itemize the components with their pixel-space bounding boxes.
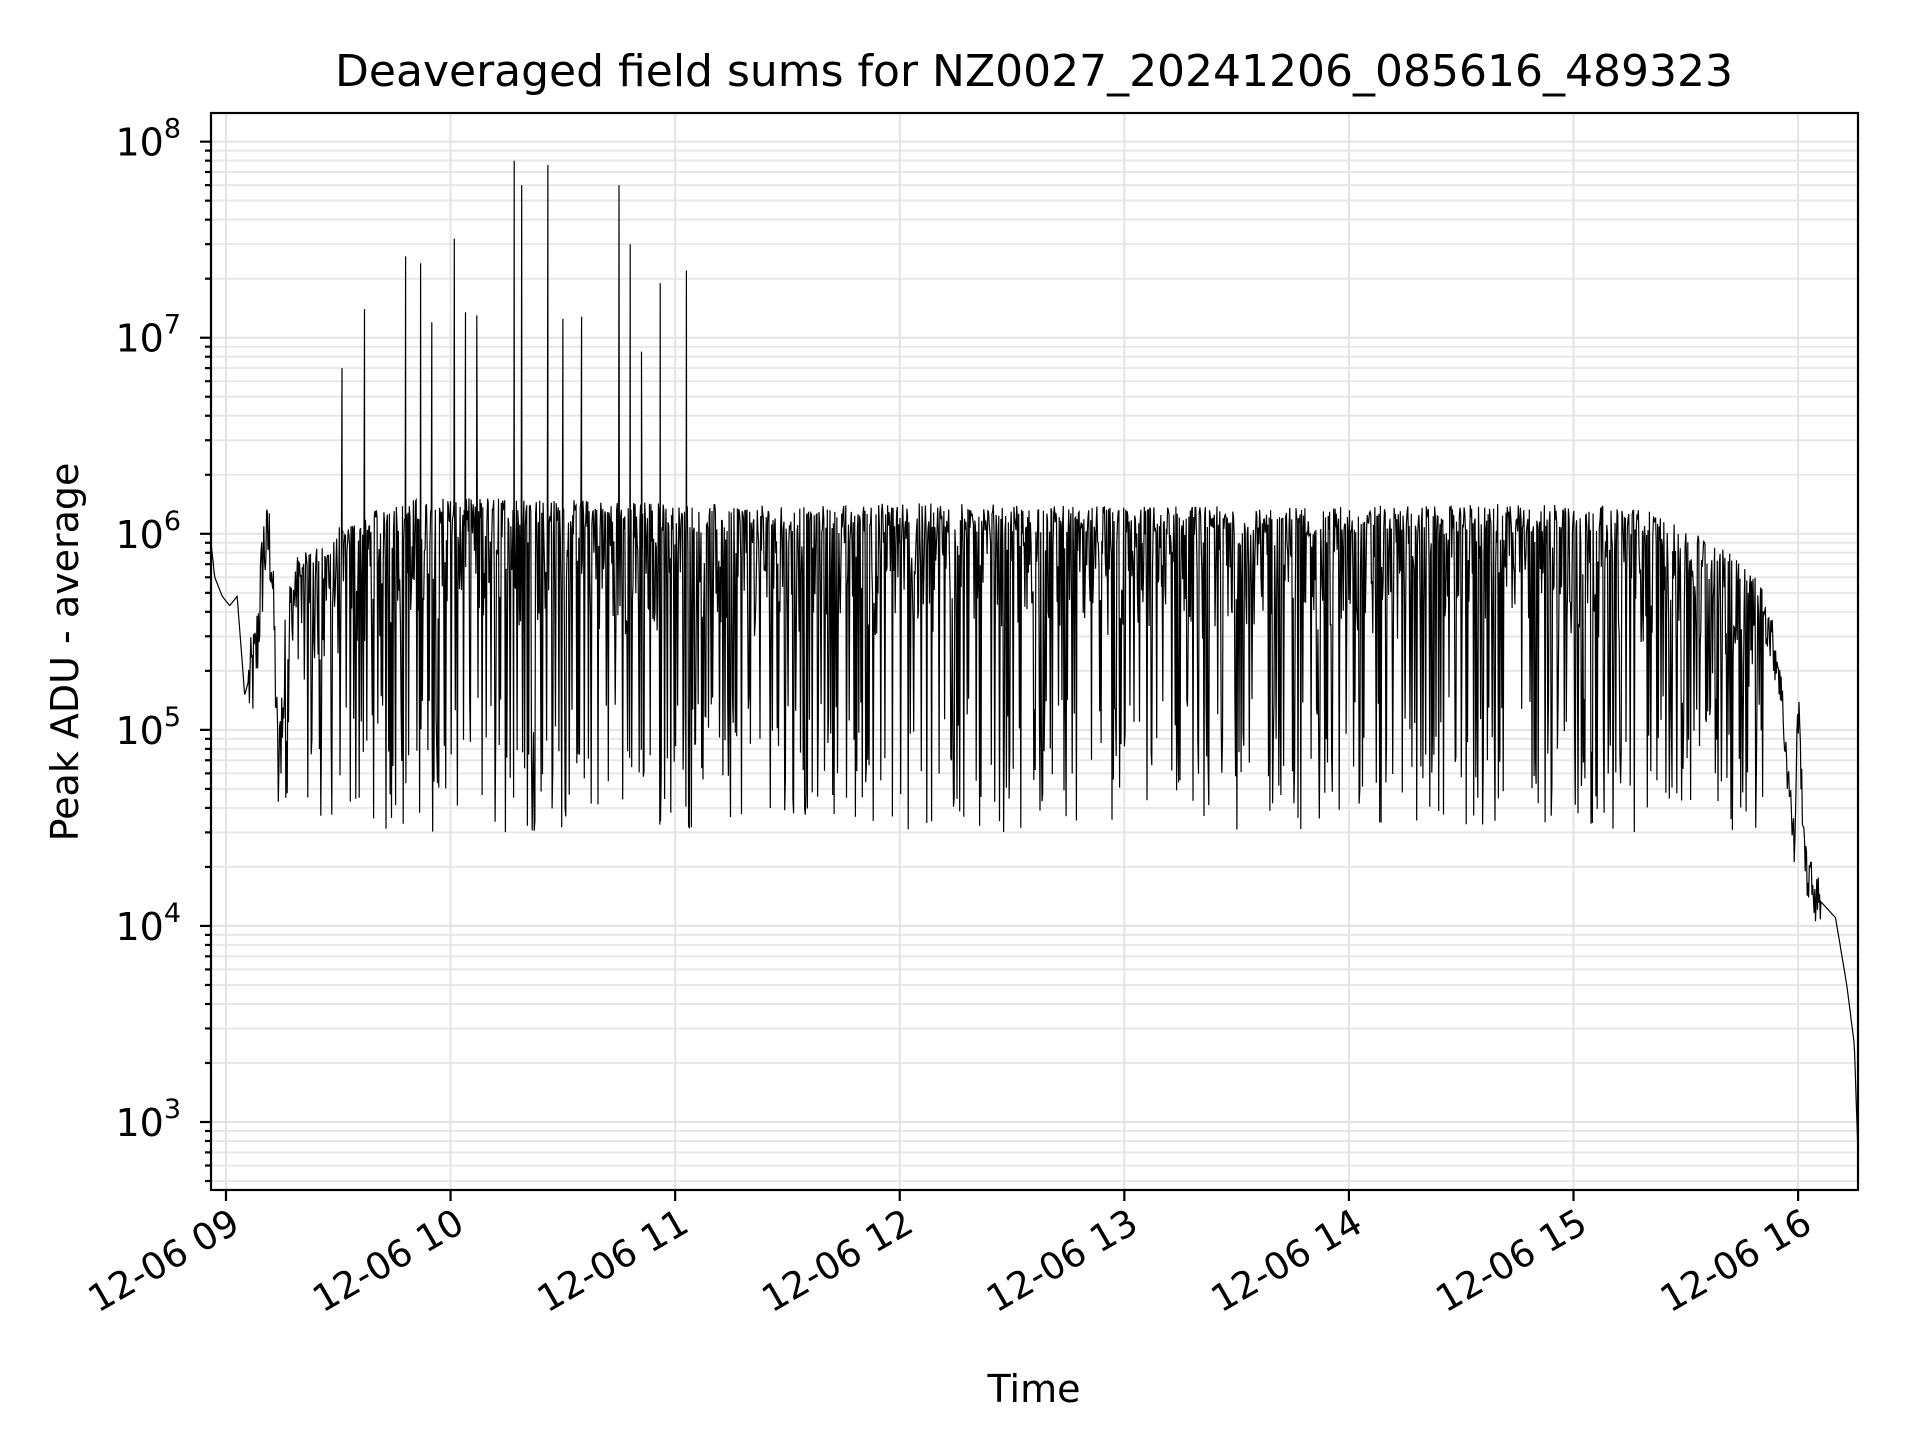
y-tick-label: 104 <box>115 898 181 949</box>
y-tick-label: 106 <box>115 506 181 557</box>
y-axis: 103 104 105 106 107 108 <box>115 114 211 1183</box>
y-tick-label: 107 <box>115 310 181 361</box>
y-tick-label: 103 <box>115 1094 181 1145</box>
y-axis-label: Peak ADU - average <box>43 463 87 842</box>
x-axis-label: Time <box>987 1367 1081 1411</box>
y-tick-label: 108 <box>115 114 181 165</box>
y-tick-label: 105 <box>115 702 181 753</box>
plot-area <box>210 160 1859 1153</box>
plot-frame <box>209 111 1860 1192</box>
chart-title: Deaveraged field sums for NZ0027_2024120… <box>335 46 1733 97</box>
series-line <box>210 160 1859 1153</box>
